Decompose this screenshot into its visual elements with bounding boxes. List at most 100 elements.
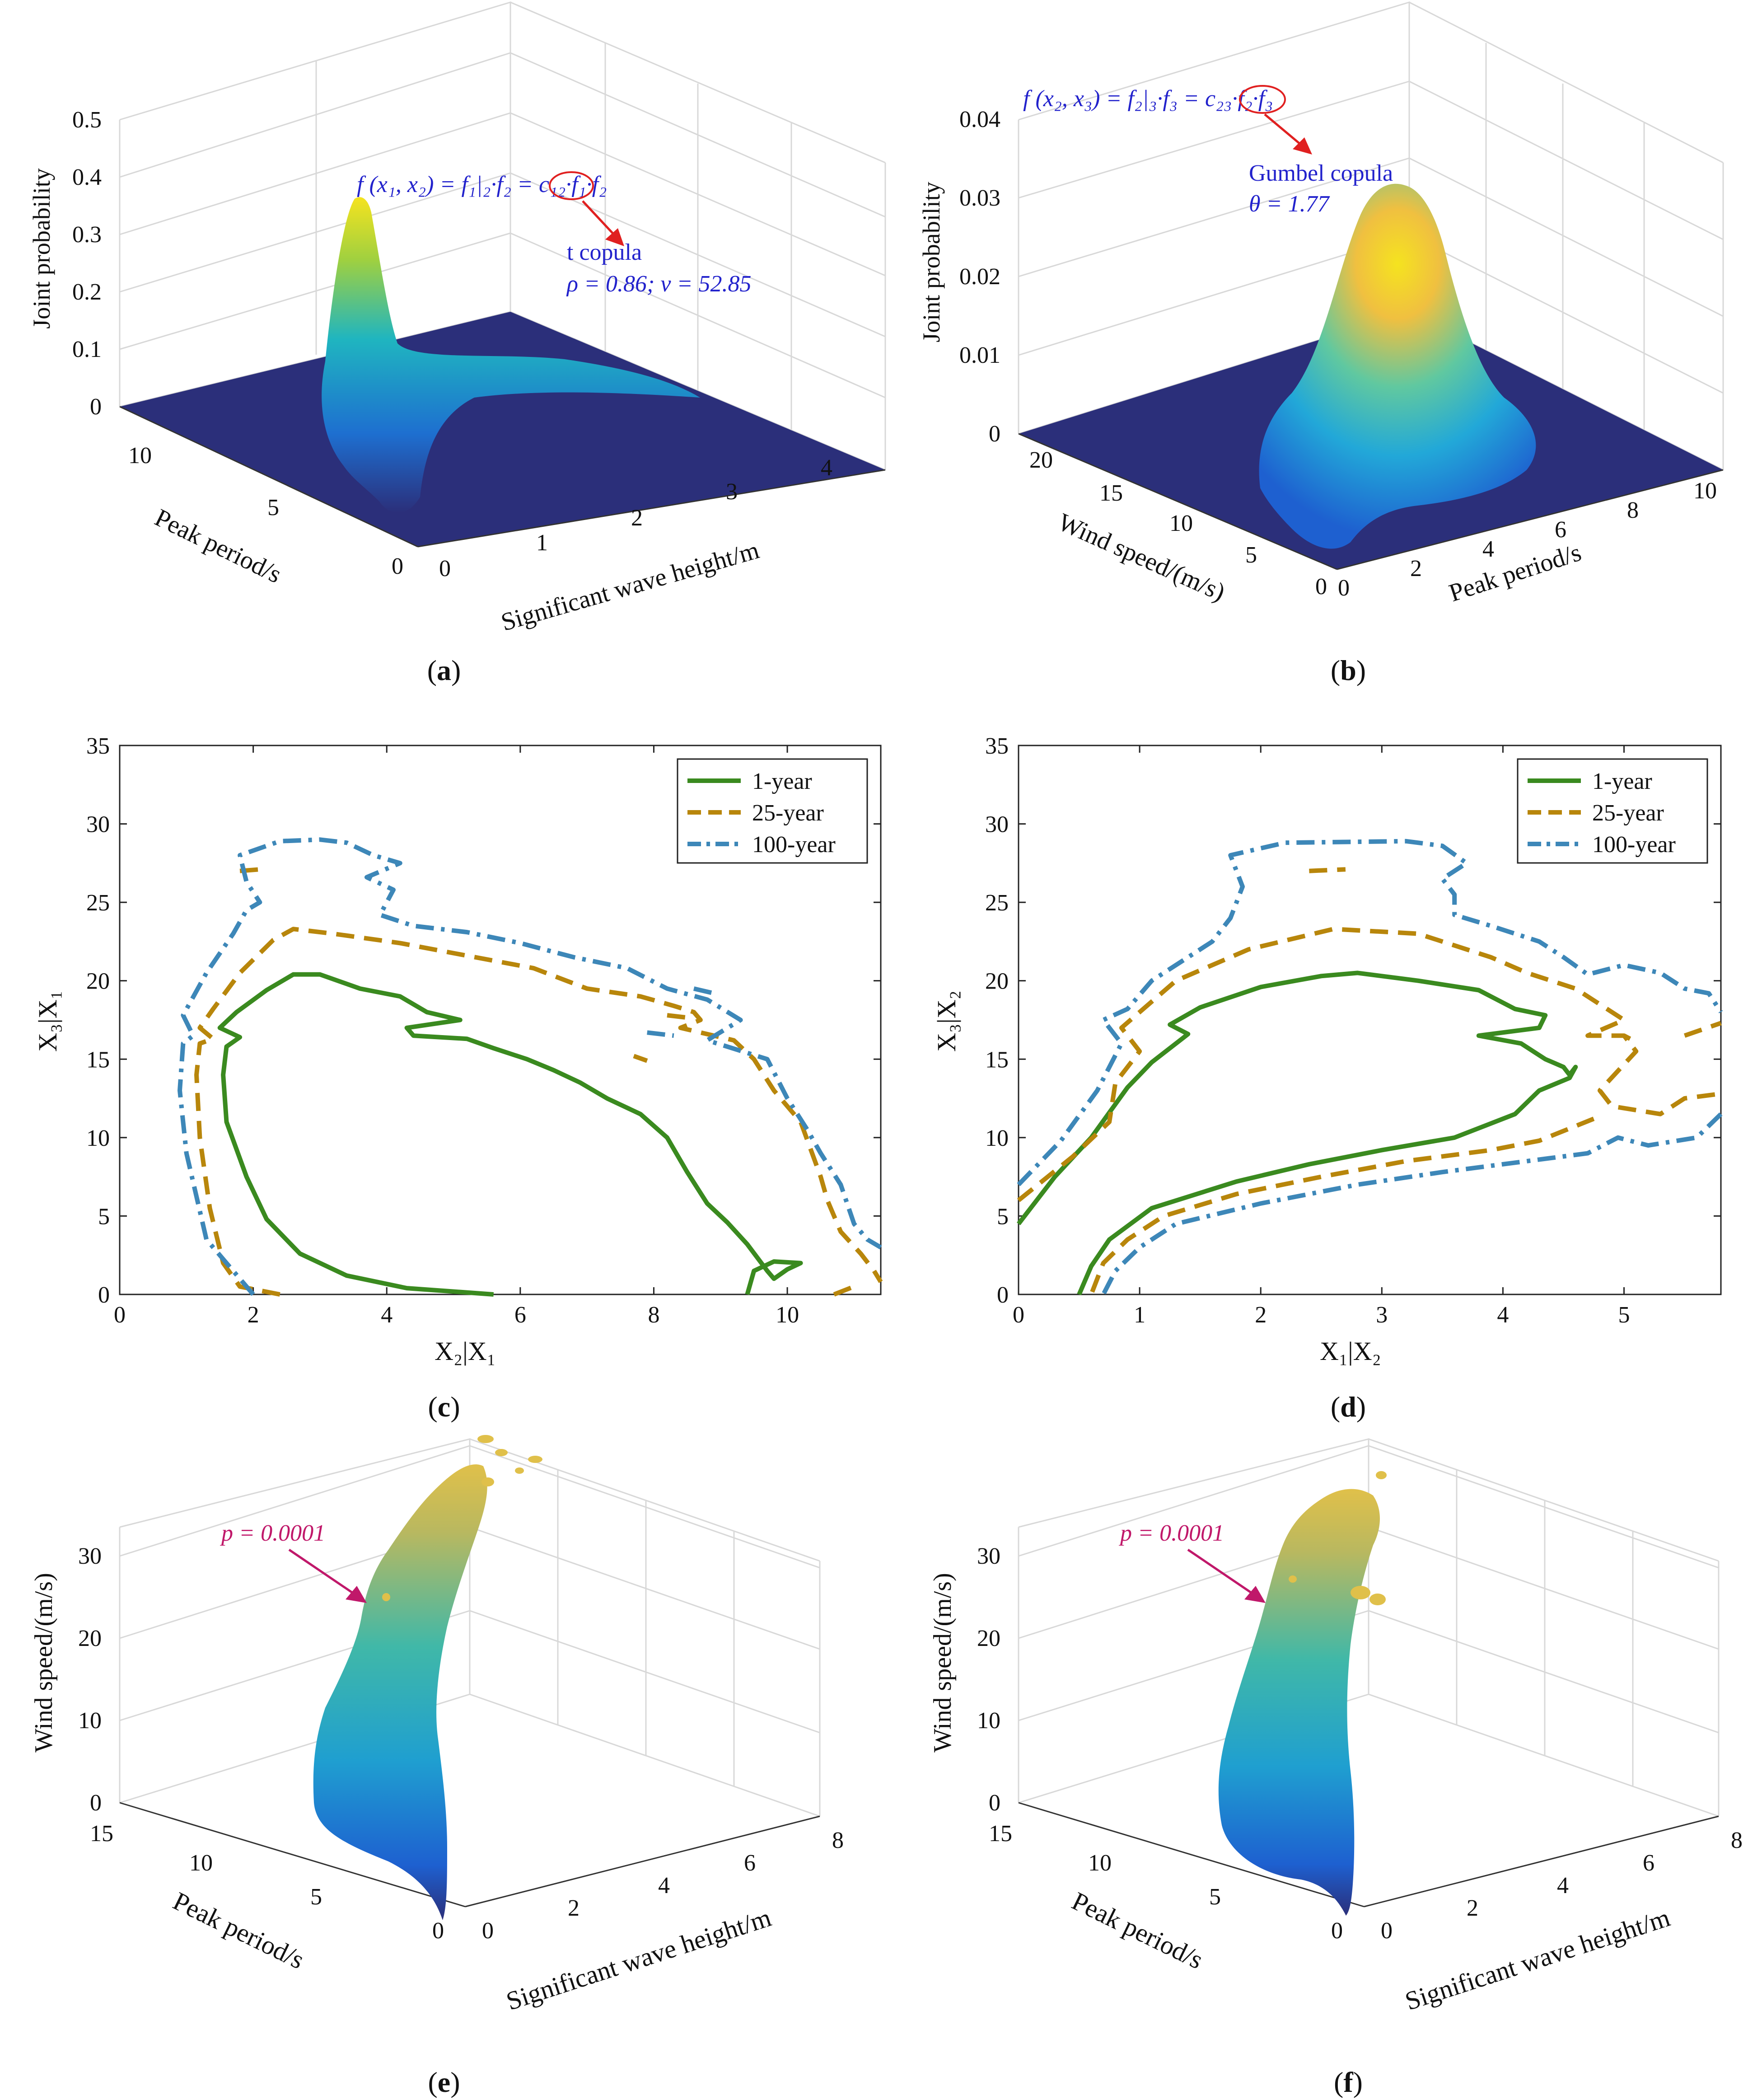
series-line-1-year — [217, 972, 803, 1297]
y-tick-label: 20 — [985, 969, 1009, 994]
panel-f-isosurface — [1218, 1489, 1380, 1916]
panel-a-base-surface — [120, 312, 885, 547]
x-tick-label: 6 — [514, 1302, 526, 1328]
y-tick-label: 5 — [98, 1204, 110, 1229]
panel-f-x-tick: 0 — [1381, 1918, 1393, 1944]
panel-b-x-tick: 4 — [1482, 536, 1494, 562]
y-tick-label: 30 — [86, 812, 110, 838]
y-tick-label: 25 — [985, 890, 1009, 916]
series-line-100-year — [693, 986, 715, 996]
series-line-25-year — [1309, 867, 1346, 873]
panel-a-arrowhead — [605, 228, 624, 246]
panel-d: 0 1 2 3 4 5 0 5 10 15 20 25 30 35 X₃|X₂ X₁|X₂ 1-year 2… — [932, 733, 1723, 1423]
x-tick-label: 2 — [248, 1302, 259, 1328]
panel-e-depth-tick: 10 — [189, 1850, 213, 1876]
panel-a-x-tick: 2 — [631, 505, 643, 531]
panel-e-depth-tick: 15 — [90, 1821, 113, 1847]
panel-e-z-label: Wind speed/(m/s) — [30, 1573, 58, 1752]
panel-a-x-tick: 4 — [821, 455, 832, 481]
panel-a-x-tick: 1 — [536, 530, 548, 556]
panel-f-depth-tick: 0 — [1331, 1918, 1343, 1944]
panel-a-depth-ticks: 10 5 0 — [128, 443, 403, 579]
panel-e-arrowhead — [346, 1586, 367, 1603]
panel-d-legend: 1-year 25-year 100-year — [1517, 758, 1708, 864]
panel-e-x-ticks: 0 2 4 6 8 — [482, 1828, 844, 1944]
panel-f-x-tick: 8 — [1731, 1828, 1743, 1853]
x-tick-label: 5 — [1618, 1302, 1630, 1328]
panel-b-z-tick: 0.01 — [959, 342, 1000, 368]
y-tick-label: 35 — [86, 733, 110, 759]
legend-label-1-year: 1-year — [1592, 769, 1652, 794]
panel-a-depth-tick: 10 — [128, 443, 152, 469]
panel-d-x-label: X₁|X₂ — [1320, 1336, 1381, 1366]
panel-e-blob — [481, 1477, 494, 1486]
panel-b-depth-tick: 20 — [1029, 447, 1053, 473]
y-tick-label: 25 — [86, 890, 110, 916]
legend-label-25-year: 25-year — [1592, 800, 1664, 826]
panel-a-depth-label: Peak period/s — [150, 503, 286, 589]
panel-b-annotation-arrow — [1264, 113, 1302, 145]
series-line-25-year — [1683, 1021, 1722, 1038]
panel-f-depth-label: Peak period/s — [1067, 1886, 1208, 1974]
panel-b-z-tick: 0.02 — [959, 264, 1000, 290]
panel-c-label: (c) — [428, 1391, 460, 1423]
x-tick-label: 8 — [648, 1302, 659, 1328]
series-line-25-year — [1017, 927, 1721, 1202]
panel-f-annotation: p = 0.0001 — [1118, 1520, 1224, 1546]
x-tick-label: 4 — [381, 1302, 393, 1328]
series-line-1-year — [1017, 970, 1578, 1295]
series-line-25-year — [1089, 1116, 1595, 1295]
series-line-25-year — [667, 1013, 694, 1021]
panel-e-depth-label: Peak period/s — [168, 1886, 309, 1974]
panel-e-z-tick: 20 — [78, 1626, 102, 1651]
panel-f-z-tick: 10 — [977, 1708, 1000, 1734]
panel-b-copula-name: Gumbel copula — [1249, 160, 1393, 186]
panel-b-z-tick: 0.03 — [959, 185, 1000, 211]
panel-e-blob — [515, 1467, 524, 1474]
panel-a-formula: f (x₁, x₂) = f₁|₂·f₂ = c₁₂·f₁·f₂ — [357, 172, 607, 197]
panel-b-z-tick: 0 — [989, 421, 1000, 447]
y-tick-label: 10 — [985, 1125, 1009, 1151]
panel-b-x-tick: 8 — [1627, 497, 1639, 523]
panel-e-depth-tick: 0 — [432, 1918, 444, 1944]
panel-a-z-tick: 0.3 — [72, 222, 102, 248]
panel-f-blob — [1376, 1471, 1387, 1479]
panel-a-z-ticks: 0 0.1 0.2 0.3 0.4 0.5 — [72, 107, 102, 420]
panel-b-depth-label: Wind speed/(m/s) — [1054, 508, 1229, 606]
panel-e-annotation-arrow — [288, 1548, 353, 1594]
panel-f: 0 10 20 30 Wind speed/(m/s) 15 10 5 0 Pe… — [929, 1438, 1743, 2098]
panel-a-copula-name: t copula — [567, 239, 642, 265]
panel-b-x-label: Peak period/s — [1446, 539, 1585, 608]
panel-f-blob — [1351, 1586, 1370, 1599]
panel-e-x-tick: 0 — [482, 1918, 494, 1944]
panel-a-grid — [119, 1, 886, 471]
panel-c-tick-labels: 0 2 4 6 8 10 0 5 10 15 20 25 30 35 — [86, 733, 799, 1328]
panel-e-z-tick: 0 — [90, 1790, 102, 1816]
panel-b-axis-lines — [1018, 433, 1724, 570]
series-line-25-year — [1623, 1033, 1631, 1041]
panel-e-z-ticks: 0 10 20 30 — [78, 1543, 102, 1816]
panel-a-z-tick: 0.1 — [72, 337, 102, 362]
panel-e-isosurface — [313, 1464, 487, 1920]
series-line-100-year — [1101, 1112, 1723, 1296]
panel-b-z-tick: 0.04 — [959, 107, 1000, 132]
panel-e-x-tick: 8 — [832, 1828, 844, 1853]
panel-e-outlier-blobs — [382, 1435, 542, 1601]
panel-e-depth-ticks: 15 10 5 0 — [90, 1821, 444, 1944]
panel-f-depth-tick: 15 — [989, 1821, 1012, 1847]
panel-b-formula-circle — [1239, 85, 1286, 114]
legend-label-1-year: 1-year — [752, 769, 812, 794]
panel-b-arrowhead — [1293, 137, 1312, 155]
panel-e-blob — [528, 1456, 542, 1463]
panel-f-z-label: Wind speed/(m/s) — [929, 1573, 957, 1752]
panel-b-depth-tick: 15 — [1099, 480, 1123, 506]
panel-f-arrowhead — [1244, 1586, 1266, 1603]
panel-f-x-ticks: 0 2 4 6 8 — [1381, 1828, 1743, 1944]
panel-f-axis-lines — [1018, 1802, 1719, 1908]
panel-b-x-ticks: 0 2 4 6 8 10 — [1338, 478, 1717, 601]
panel-b-x-tick: 10 — [1693, 478, 1717, 504]
panel-a-axis-lines — [119, 406, 886, 548]
panel-f-z-tick: 0 — [989, 1790, 1000, 1816]
series-line-25-year — [833, 1284, 855, 1297]
